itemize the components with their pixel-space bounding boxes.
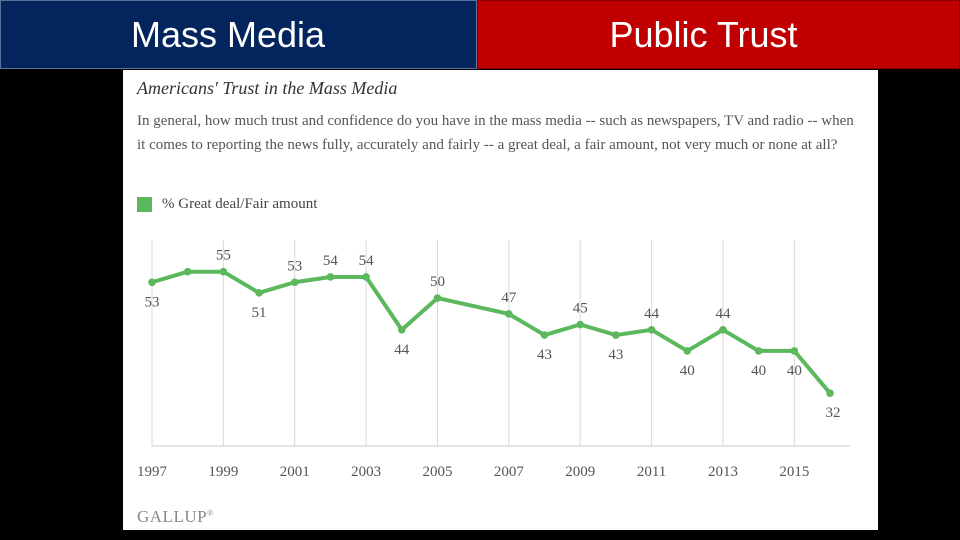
data-point [362,273,370,281]
data-label: 44 [394,342,410,358]
data-label: 47 [501,290,517,306]
x-tick-label: 2009 [565,464,595,480]
data-point [397,325,406,334]
data-label: 44 [644,306,660,322]
data-label: 40 [751,363,766,379]
data-point [148,278,156,287]
series-line [151,269,832,395]
data-point [326,273,335,281]
data-point [576,320,585,329]
data-point [719,325,727,334]
data-point [826,389,834,397]
data-label: 53 [145,294,160,310]
tab-public-trust: Public Trust [477,0,960,69]
legend: % Great deal/Fair amount [137,196,317,213]
chart-panel: Americans' Trust in the Mass Media In ge… [123,70,878,530]
data-point [255,289,263,297]
data-label: 50 [430,274,445,290]
x-tick-label: 1997 [137,464,168,480]
data-label: 45 [573,301,588,317]
data-label: 55 [216,248,231,264]
data-label: 43 [608,347,623,363]
data-label: 40 [787,363,802,379]
tab-mass-media-label: Mass Media [131,13,326,55]
data-point [683,347,692,355]
tab-mass-media: Mass Media [0,0,477,69]
data-label: 32 [826,405,841,421]
data-point [290,278,299,287]
data-point [505,310,513,318]
data-point [540,331,549,339]
data-label: 51 [252,305,267,321]
x-tick-label: 2011 [637,464,666,480]
data-label: 40 [680,363,695,379]
data-label: 54 [323,253,339,269]
x-tick-label: 2007 [494,464,525,480]
data-point [219,267,228,276]
legend-label: % Great deal/Fair amount [162,196,318,212]
data-point [754,347,763,355]
legend-swatch [137,197,152,212]
gallup-logo: GALLUP® [137,507,214,526]
data-label: 44 [715,306,731,322]
x-tick-label: 2005 [422,464,452,480]
line-chart: 1997 1999 2001 2003 2005 2007 2009 2011 2013 2015… [137,240,850,480]
data-point [433,294,442,302]
gallup-logo-text: GALLUP [137,507,208,526]
data-point [790,347,799,355]
x-tick-label: 2001 [280,464,310,480]
chart-title: Americans' Trust in the Mass Media [137,78,398,98]
data-point [612,331,620,339]
data-label: 54 [359,253,375,269]
x-tick-label: 2013 [708,464,738,480]
data-label: 43 [537,347,552,363]
x-tick-label: 2015 [779,464,809,480]
chart-subtitle: In general, how much trust and confidenc… [137,113,854,153]
data-label: 53 [287,258,302,274]
data-point [183,267,192,276]
tab-public-trust-label: Public Trust [609,13,798,55]
x-tick-label: 2003 [351,464,381,480]
data-point [647,325,656,334]
x-tick-label: 1999 [208,464,238,480]
